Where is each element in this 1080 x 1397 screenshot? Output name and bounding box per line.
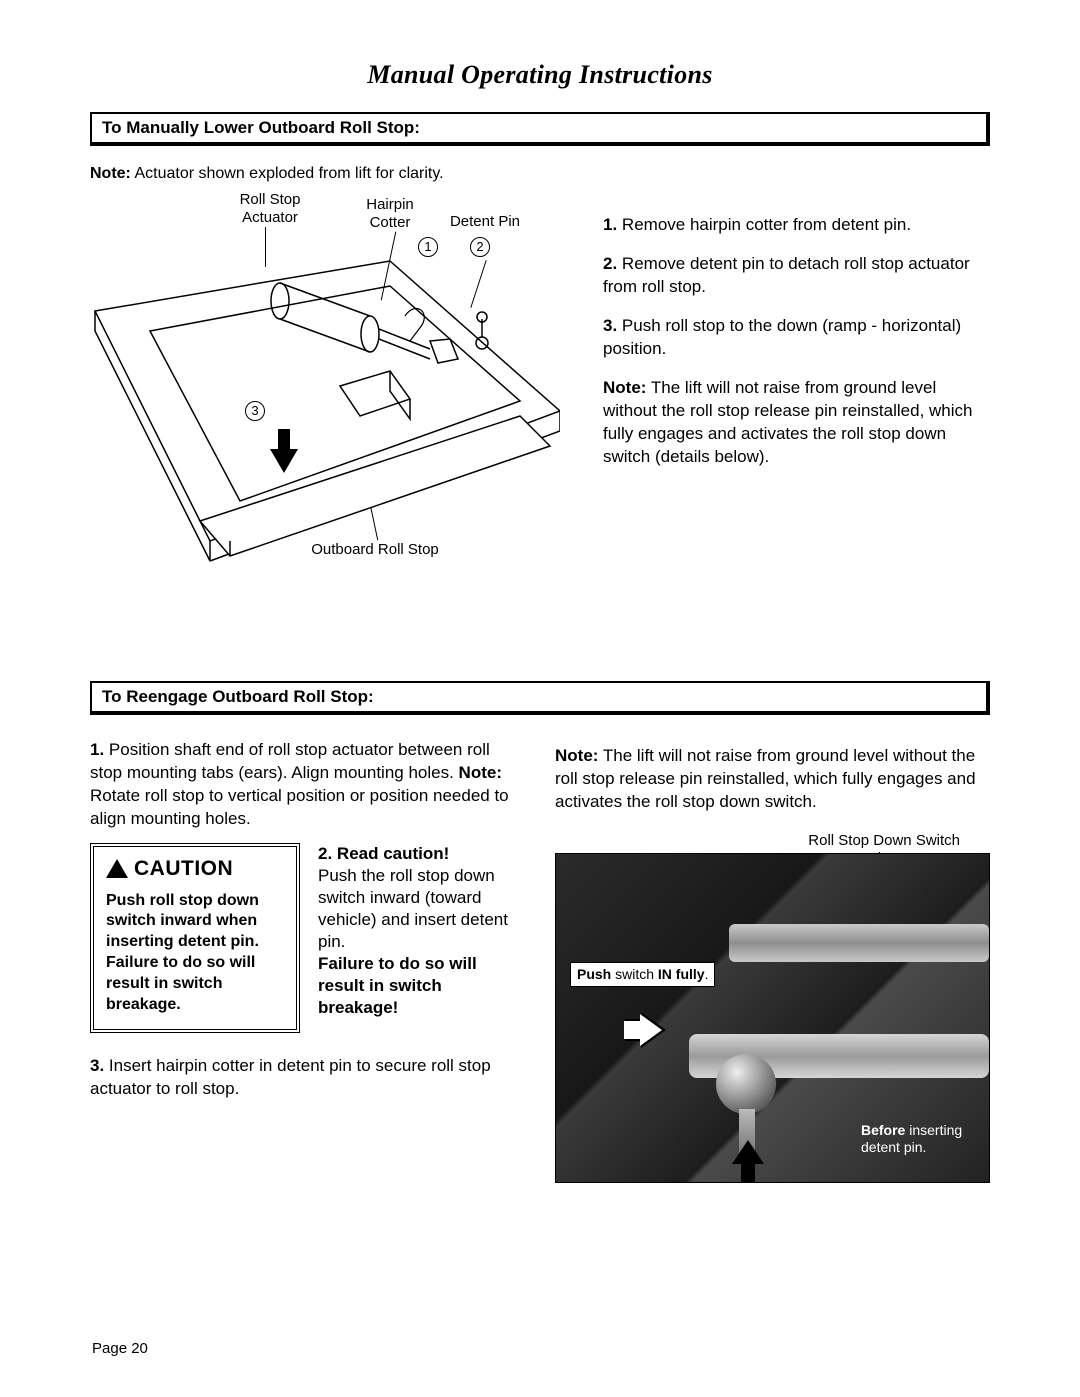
lower-right-column: Note: The lift will not raise from groun… bbox=[555, 739, 990, 1183]
reengage-step-2: 2. Read caution! Push the roll stop down… bbox=[318, 843, 525, 1034]
step-2: 2. Remove detent pin to detach roll stop… bbox=[603, 253, 990, 299]
right-note: Note: The lift will not raise from groun… bbox=[555, 745, 990, 814]
step-1: 1. Remove hairpin cotter from detent pin… bbox=[603, 214, 990, 237]
step-3: 3. Push roll stop to the down (ramp - ho… bbox=[603, 315, 990, 361]
reengage-step-3: 3. Insert hairpin cotter in detent pin t… bbox=[90, 1055, 525, 1101]
photo-callout-push: Push switch IN fully. bbox=[570, 962, 715, 988]
diagram-note: Note: Actuator shown exploded from lift … bbox=[90, 164, 563, 185]
instruction-photo: Push switch IN fully. Before inserting d… bbox=[555, 853, 990, 1183]
section-heading-reengage: To Reengage Outboard Roll Stop: bbox=[90, 681, 990, 715]
diagram-note-label: Note: bbox=[90, 165, 131, 182]
caution-heading: CAUTION bbox=[134, 857, 233, 881]
caution-body: Push roll stop down switch inward when i… bbox=[106, 891, 284, 1016]
technical-diagram: Roll Stop Actuator Hairpin Cotter Detent… bbox=[90, 191, 563, 621]
warning-triangle-icon bbox=[106, 859, 128, 878]
upper-note: Note: The lift will not raise from groun… bbox=[603, 377, 990, 469]
photo-callout-before: Before inserting detent pin. bbox=[855, 1119, 975, 1160]
reengage-step-1: 1. Position shaft end of roll stop actua… bbox=[90, 739, 525, 831]
diagram-note-text: Actuator shown exploded from lift for cl… bbox=[134, 165, 443, 182]
diagram-column: Note: Actuator shown exploded from lift … bbox=[90, 164, 563, 621]
up-arrow-icon bbox=[732, 1140, 764, 1164]
page-number: Page 20 bbox=[92, 1340, 148, 1357]
section-heading-lower: To Manually Lower Outboard Roll Stop: bbox=[90, 112, 990, 146]
lower-left-column: 1. Position shaft end of roll stop actua… bbox=[90, 739, 525, 1183]
photo-top-label: Roll Stop Down Switch bbox=[555, 832, 990, 849]
caution-box: CAUTION Push roll stop down switch inwar… bbox=[90, 843, 300, 1034]
page-title: Manual Operating Instructions bbox=[90, 60, 990, 90]
lineart-svg bbox=[90, 221, 560, 601]
steps-column-upper: 1. Remove hairpin cotter from detent pin… bbox=[603, 164, 990, 621]
